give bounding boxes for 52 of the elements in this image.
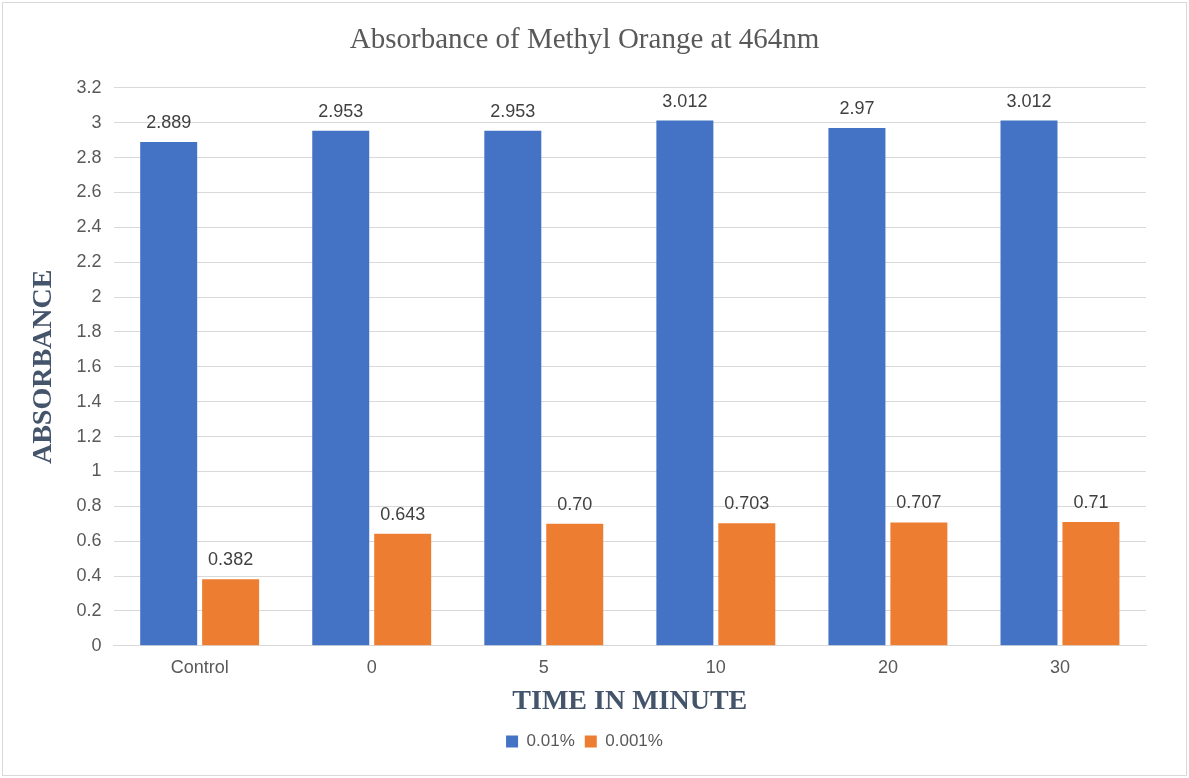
x-tick-label: Control bbox=[170, 656, 229, 677]
bar bbox=[1062, 521, 1120, 646]
bar bbox=[656, 120, 714, 646]
data-label: 2.953 bbox=[490, 100, 536, 121]
data-label: 3.012 bbox=[662, 90, 708, 111]
y-tick-label: 3.2 bbox=[76, 76, 102, 97]
x-axis-title: TIME IN MINUTE bbox=[512, 684, 748, 716]
data-label: 0.382 bbox=[208, 549, 254, 570]
legend-label: 0.001% bbox=[605, 731, 663, 751]
data-label: 0.707 bbox=[896, 492, 942, 513]
data-label: 2.953 bbox=[318, 100, 364, 121]
bar bbox=[718, 523, 776, 646]
bar bbox=[1000, 120, 1058, 646]
bar bbox=[374, 533, 432, 646]
y-tick-label: 2.8 bbox=[76, 146, 102, 167]
x-tick-label: 10 bbox=[705, 656, 726, 677]
y-tick-label: 2.2 bbox=[76, 251, 102, 272]
y-tick-label: 1.8 bbox=[76, 320, 102, 341]
data-label: 0.71 bbox=[1073, 491, 1109, 512]
y-tick-label: 2.4 bbox=[76, 216, 102, 237]
y-tick-label: 0.8 bbox=[76, 495, 102, 516]
x-tick-label: 30 bbox=[1049, 656, 1070, 677]
bar bbox=[828, 127, 886, 646]
bar bbox=[202, 579, 260, 646]
bar bbox=[140, 142, 198, 646]
bar bbox=[312, 130, 370, 646]
x-tick-label: 0 bbox=[366, 656, 377, 677]
y-tick-label: 0.2 bbox=[76, 599, 102, 620]
y-tick-label: 1.6 bbox=[76, 355, 102, 376]
bar bbox=[890, 522, 948, 646]
data-label: 2.97 bbox=[839, 97, 875, 118]
x-tick-label: 5 bbox=[538, 656, 549, 677]
legend-label: 0.01% bbox=[526, 731, 575, 751]
data-label: 0.703 bbox=[724, 493, 770, 514]
bar bbox=[546, 523, 604, 646]
y-tick-label: 0.6 bbox=[76, 530, 102, 551]
y-tick-label: 2 bbox=[91, 286, 102, 307]
y-tick-label: 0 bbox=[91, 634, 102, 655]
data-label: 3.012 bbox=[1006, 90, 1052, 111]
chart-title: Absorbance of Methyl Orange at 464nm bbox=[349, 22, 820, 55]
bar bbox=[484, 130, 542, 646]
x-tick-label: 20 bbox=[877, 656, 898, 677]
y-tick-label: 1.2 bbox=[76, 425, 102, 446]
y-axis-title: ABSORBANCE bbox=[26, 269, 58, 465]
y-tick-label: 3 bbox=[91, 111, 102, 132]
y-tick-label: 1 bbox=[91, 460, 102, 481]
data-label: 0.70 bbox=[557, 493, 593, 514]
data-label: 2.889 bbox=[146, 112, 192, 132]
data-label: 0.643 bbox=[380, 503, 426, 524]
y-tick-label: 2.6 bbox=[76, 181, 102, 202]
y-tick-label: 0.4 bbox=[76, 565, 102, 586]
y-tick-label: 1.4 bbox=[76, 390, 102, 411]
